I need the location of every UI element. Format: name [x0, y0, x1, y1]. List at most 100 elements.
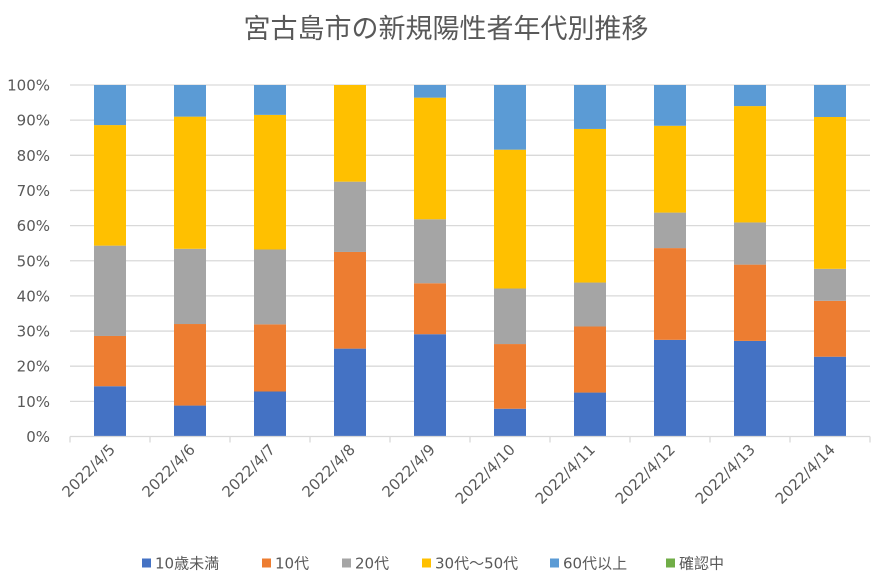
x-tick-label: 2022/4/7	[218, 441, 278, 501]
bar-segment	[174, 248, 206, 325]
bar-segment	[574, 282, 606, 327]
x-tick-label: 2022/4/8	[298, 441, 358, 501]
y-tick-label: 10%	[17, 393, 50, 411]
bar-segment	[494, 149, 526, 289]
legend-swatch	[342, 558, 351, 568]
bar-segment	[654, 212, 686, 249]
bar-segment	[174, 324, 206, 406]
legend-label: 10歳未満	[155, 555, 219, 573]
bar-stack	[174, 85, 206, 437]
bar-segment	[814, 268, 846, 301]
bar-segment	[654, 339, 686, 437]
bar-stack	[734, 85, 766, 437]
bar-segment	[254, 324, 286, 392]
y-tick-label: 0%	[26, 428, 50, 446]
bar-stack	[814, 85, 846, 437]
legend-item: 60代以上	[550, 555, 627, 573]
bar-segment	[174, 85, 206, 117]
legend-item: 10歳未満	[142, 555, 219, 573]
bar-segment	[574, 85, 606, 129]
bar-segment	[734, 264, 766, 341]
bar-segment	[254, 114, 286, 250]
bar-stack	[574, 85, 606, 437]
bar-segment	[574, 392, 606, 437]
bar-segment	[494, 344, 526, 409]
bar-segment	[94, 125, 126, 246]
bar-segment	[414, 97, 446, 220]
bar-segment	[574, 326, 606, 393]
legend-label: 20代	[355, 555, 389, 573]
y-tick-label: 80%	[17, 147, 50, 165]
y-tick-label: 50%	[17, 252, 50, 270]
legend-swatch	[262, 558, 271, 568]
x-tick-label: 2022/4/6	[138, 441, 198, 501]
bar-segment	[654, 248, 686, 340]
legend-item: 10代	[262, 555, 309, 573]
legend-swatch	[142, 558, 151, 568]
bar-segment	[254, 249, 286, 325]
bar-segment	[654, 85, 686, 126]
bar-segment	[414, 283, 446, 335]
bar-stack	[414, 85, 446, 437]
y-tick-label: 100%	[7, 77, 50, 95]
legend-swatch	[666, 558, 675, 568]
chart-title: 宮古島市の新規陽性者年代別推移	[244, 14, 649, 45]
x-tick-label: 2022/4/13	[692, 441, 759, 508]
y-tick-label: 30%	[17, 323, 50, 341]
y-tick-label: 90%	[17, 112, 50, 130]
bar-stack	[94, 85, 126, 437]
bar-segment	[814, 85, 846, 117]
bar-segment	[814, 300, 846, 357]
bar-segment	[814, 116, 846, 269]
bar-segment	[174, 405, 206, 437]
bar-segment	[94, 85, 126, 126]
x-axis	[69, 435, 871, 443]
bar-segment	[334, 348, 366, 437]
legend-label: 確認中	[679, 555, 724, 573]
x-tick-label: 2022/4/10	[452, 441, 519, 508]
bar-segment	[334, 85, 366, 182]
bar-segment	[574, 128, 606, 283]
bar-stack	[494, 85, 526, 437]
bar-segment	[814, 356, 846, 437]
legend-swatch	[422, 558, 431, 568]
x-tick-label: 2022/4/14	[772, 441, 839, 508]
y-tick-label: 40%	[17, 287, 50, 305]
bar-segment	[414, 334, 446, 437]
bar-segment	[174, 116, 206, 249]
x-tick-label: 2022/4/12	[612, 441, 679, 508]
y-axis-tick-labels: 0% 10% 20% 30% 40% 50% 60% 70% 80% 90% 100%	[7, 77, 50, 447]
legend-label: 60代以上	[563, 555, 627, 573]
bar-segment	[414, 219, 446, 284]
bar-segment	[94, 335, 126, 387]
bar-segment	[734, 340, 766, 437]
y-tick-label: 60%	[17, 217, 50, 235]
x-tick-label: 2022/4/5	[58, 441, 118, 501]
bar-segment	[414, 85, 446, 98]
x-tick-label: 2022/4/11	[532, 441, 599, 508]
legend-item: 30代〜50代	[422, 555, 518, 573]
legend-swatch	[550, 558, 559, 568]
bar-segment	[94, 245, 126, 336]
bar-stack	[334, 85, 366, 437]
bar-segment	[254, 85, 286, 115]
bar-segment	[494, 408, 526, 437]
bar-segment	[654, 125, 686, 213]
bar-segment	[734, 106, 766, 223]
bar-segment	[334, 181, 366, 252]
bars	[94, 85, 846, 437]
y-tick-label: 70%	[17, 182, 50, 200]
bar-segment	[254, 391, 286, 437]
bar-segment	[494, 288, 526, 345]
legend-label: 10代	[275, 555, 309, 573]
bar-segment	[334, 251, 366, 349]
legend-label: 30代〜50代	[435, 555, 518, 573]
bar-segment	[734, 222, 766, 265]
x-tick-label: 2022/4/9	[378, 441, 438, 501]
bar-segment	[734, 85, 766, 107]
bar-stack	[254, 85, 286, 437]
y-tick-label: 20%	[17, 358, 50, 376]
bar-segment	[494, 85, 526, 150]
legend: 10歳未満 10代 20代 30代〜50代 60代以上 確認中	[142, 555, 724, 573]
